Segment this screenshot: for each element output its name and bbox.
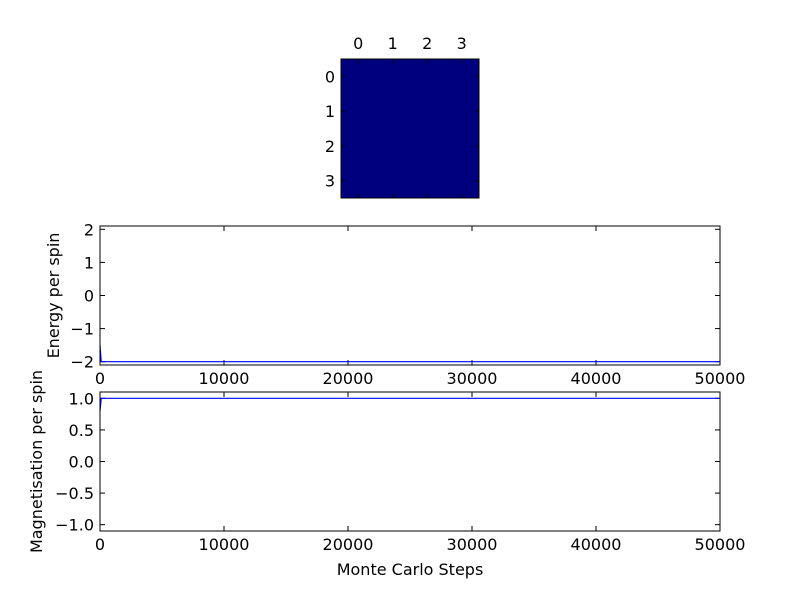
- heatmap-cell: [341, 93, 376, 129]
- y-axis-label: Magnetisation per spin: [27, 370, 46, 553]
- series-line: [99, 397, 720, 412]
- heatmap-cell: [375, 59, 411, 95]
- heatmap-cell: [341, 163, 376, 199]
- heatmap-cell: [341, 59, 376, 95]
- heatmap-cell: [444, 59, 480, 95]
- heatmap-cell: [341, 128, 376, 164]
- x-axis-label: Monte Carlo Steps: [337, 560, 484, 579]
- x-tick-label: 10000: [199, 369, 250, 388]
- y-tick-label: 0.5: [69, 421, 94, 440]
- x-tick-label: 10000: [199, 535, 250, 554]
- heatmap-cell: [444, 93, 480, 129]
- x-tick-label: 0: [95, 369, 105, 388]
- x-tick-label: 30000: [447, 535, 498, 554]
- magnetisation-plot: 0 10000 20000 30000 40000 50000 1.0 0.5 0.0 −0.5 −…: [27, 370, 745, 579]
- x-tick-label: 40000: [571, 369, 622, 388]
- y-tick-label: 1.0: [69, 389, 94, 408]
- y-tick-label: 0.0: [69, 453, 94, 472]
- heatmap-y-tick-label: 1: [325, 102, 335, 121]
- y-tick-label: −2: [70, 353, 94, 372]
- x-tick-label: 30000: [447, 369, 498, 388]
- x-tick-label: 40000: [571, 535, 622, 554]
- y-tick-label: 1: [84, 253, 94, 272]
- heatmap-cell: [375, 163, 411, 199]
- spin-lattice-heatmap: 0 1 2 3 0 1 2 3: [325, 34, 480, 199]
- energy-plot: 0 10000 20000 30000 40000 50000 2 1 0 −1 −2 Energy …: [44, 220, 745, 388]
- heatmap-x-tick-label: 1: [388, 34, 398, 53]
- y-tick-label: −0.5: [55, 484, 94, 503]
- heatmap-x-tick-label: 3: [457, 34, 467, 53]
- y-tick-label: 2: [84, 220, 94, 239]
- heatmap-y-tick-label: 2: [325, 137, 335, 156]
- x-tick-label: 20000: [323, 369, 374, 388]
- heatmap-cell: [410, 93, 445, 129]
- plot-frame: [99, 391, 721, 532]
- heatmap-cell: [444, 128, 480, 164]
- y-axis-label: Energy per spin: [44, 233, 63, 359]
- heatmap-cell: [375, 93, 411, 129]
- x-tick-label: 0: [95, 535, 105, 554]
- heatmap-y-tick-label: 0: [325, 67, 335, 86]
- heatmap-cell: [410, 128, 445, 164]
- heatmap-x-tick-label: 0: [353, 34, 363, 53]
- heatmap-x-tick-label: 2: [422, 34, 432, 53]
- y-tick-label: −1: [70, 320, 94, 339]
- x-tick-label: 20000: [323, 535, 374, 554]
- heatmap-cell: [410, 163, 445, 199]
- heatmap-y-tick-label: 3: [325, 172, 335, 191]
- heatmap-cell: [375, 128, 411, 164]
- heatmap-cell: [444, 163, 480, 199]
- x-tick-label: 50000: [695, 369, 746, 388]
- series-line: [99, 345, 720, 363]
- x-tick-label: 50000: [695, 535, 746, 554]
- y-tick-label: 0: [84, 287, 94, 306]
- y-tick-label: −1.0: [55, 516, 94, 535]
- plot-frame: [99, 225, 721, 366]
- heatmap-cell: [410, 59, 445, 95]
- heatmap-frame: [340, 58, 480, 199]
